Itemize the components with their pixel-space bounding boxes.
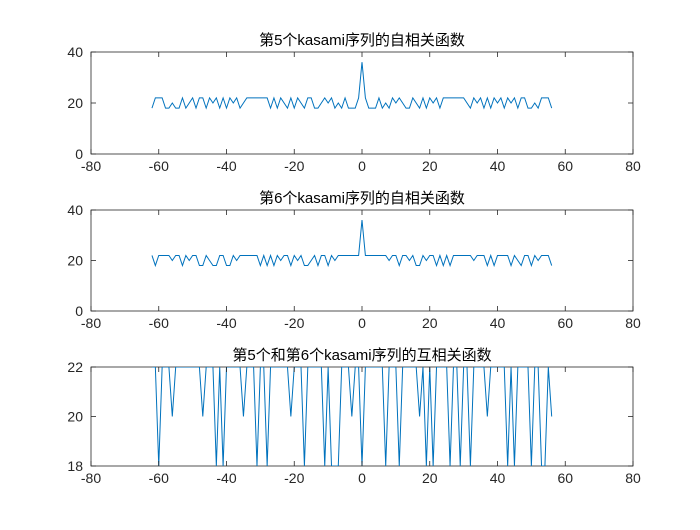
x-tick-label: 0 xyxy=(358,315,366,331)
chart-title: 第5个和第6个kasami序列的互相关函数 xyxy=(232,346,491,364)
y-tick-label: 0 xyxy=(75,303,83,319)
x-tick-label: 20 xyxy=(422,470,438,486)
x-tick-label: -40 xyxy=(216,315,236,331)
y-tick-label: 20 xyxy=(67,409,83,425)
x-tick-label: -40 xyxy=(216,158,236,174)
y-tick-label: 40 xyxy=(67,202,83,218)
plot-area-box xyxy=(90,209,634,312)
x-tick-label: -60 xyxy=(149,470,169,486)
x-tick-label: -20 xyxy=(284,470,304,486)
plot-area-box xyxy=(90,51,634,155)
x-tick-label: 0 xyxy=(358,470,366,486)
chart-title: 第6个kasami序列的自相关函数 xyxy=(259,189,465,207)
subplot-1: -80 -60 -40 -20 0 20 40 60 80 0 20 40 第5个kasami序列的自相… xyxy=(67,31,641,174)
series-line xyxy=(151,62,553,110)
x-tick-label: -40 xyxy=(216,470,236,486)
chart-title: 第5个kasami序列的自相关函数 xyxy=(259,31,465,49)
y-tick-label: 22 xyxy=(67,359,83,375)
x-tick-label: 80 xyxy=(625,158,641,174)
x-tick-label: 20 xyxy=(422,315,438,331)
y-tick-label: 20 xyxy=(67,95,83,111)
x-tick-label: -20 xyxy=(284,158,304,174)
x-tick-label: 80 xyxy=(625,470,641,486)
x-tick-label: 60 xyxy=(557,470,573,486)
x-tick-label: 40 xyxy=(490,315,506,331)
y-tick-label: 18 xyxy=(67,458,83,474)
x-tick-label: -60 xyxy=(149,158,169,174)
subplot-3: -80 -60 -40 -20 0 20 40 60 80 18 20 22 第5个和第6个kasami… xyxy=(67,346,641,486)
x-tick-label: 60 xyxy=(557,158,573,174)
series-line xyxy=(151,367,553,466)
x-tick-label: -20 xyxy=(284,315,304,331)
x-tick-label: 80 xyxy=(625,315,641,331)
plot-area-box xyxy=(90,366,634,467)
x-tick-label: 20 xyxy=(422,158,438,174)
x-tick-label: -80 xyxy=(81,470,101,486)
subplot-2: -80 -60 -40 -20 0 20 40 60 80 0 20 40 第6个kasami序列的自相… xyxy=(67,189,641,331)
y-tick-label: 20 xyxy=(67,253,83,269)
x-tick-label: 0 xyxy=(358,158,366,174)
y-tick-label: 40 xyxy=(67,44,83,60)
x-tick-label: 40 xyxy=(490,158,506,174)
y-tick-label: 0 xyxy=(75,146,83,162)
x-tick-label: -60 xyxy=(149,315,169,331)
x-tick-label: -80 xyxy=(81,315,101,331)
x-tick-label: 40 xyxy=(490,470,506,486)
series-line xyxy=(151,220,553,268)
x-tick-label: -80 xyxy=(81,158,101,174)
x-tick-label: 60 xyxy=(557,315,573,331)
